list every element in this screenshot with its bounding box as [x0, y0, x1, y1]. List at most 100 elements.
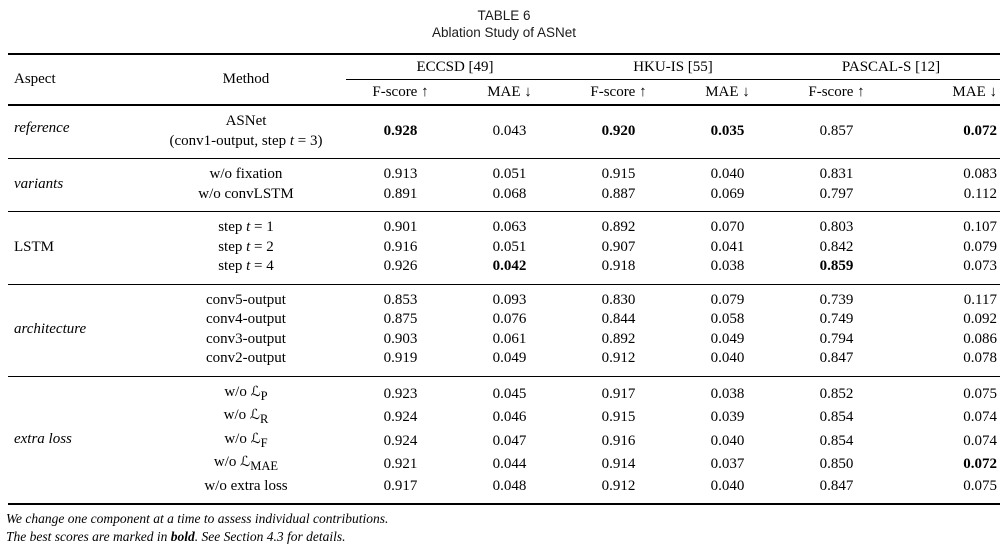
metric-value: 0.075 — [891, 376, 1000, 406]
method-label: w/o fixation — [146, 159, 346, 185]
method-label: step t = 1 — [146, 212, 346, 238]
metric-value: 0.083 — [891, 159, 1000, 185]
metric-value: 0.797 — [782, 185, 891, 212]
metric-value: 0.916 — [346, 238, 455, 258]
metric-value: 0.063 — [455, 212, 564, 238]
metric-value: 0.887 — [564, 185, 673, 212]
metric-value: 0.051 — [455, 159, 564, 185]
metric-value: 0.039 — [673, 406, 782, 430]
metric-value: 0.912 — [564, 477, 673, 505]
col-header-fscore-eccsd: F-score ↑ — [346, 80, 455, 106]
metric-value: 0.917 — [564, 376, 673, 406]
metric-value: 0.069 — [673, 185, 782, 212]
table-title: Ablation Study of ASNet — [0, 24, 1008, 41]
footnote-line: The best scores are marked in bold. See … — [6, 528, 1002, 545]
paper-page: { "title": { "line1": "TABLE 6", "line2"… — [0, 0, 1008, 531]
metric-value: 0.072 — [891, 453, 1000, 477]
col-group-eccsd: ECCSD [49] — [346, 54, 564, 80]
method-label: w/o ℒF — [146, 430, 346, 454]
table-footnotes: We change one component at a time to ass… — [6, 510, 1002, 545]
metric-value: 0.901 — [346, 212, 455, 238]
metric-value: 0.923 — [346, 376, 455, 406]
method-label: w/o ℒR — [146, 406, 346, 430]
method-label: conv5-output — [146, 284, 346, 310]
metric-value: 0.107 — [891, 212, 1000, 238]
metric-value: 0.844 — [564, 310, 673, 330]
col-header-mae-eccsd: MAE ↓ — [455, 80, 564, 106]
aspect-label: architecture — [8, 284, 146, 376]
method-label: step t = 4 — [146, 257, 346, 284]
metric-value: 0.842 — [782, 238, 891, 258]
aspect-label: variants — [8, 159, 146, 212]
metric-value: 0.794 — [782, 330, 891, 350]
metric-value: 0.073 — [891, 257, 1000, 284]
metric-value: 0.912 — [564, 349, 673, 376]
metric-value: 0.049 — [455, 349, 564, 376]
method-label: ASNet(conv1-output, step t = 3) — [146, 105, 346, 159]
metric-value: 0.918 — [564, 257, 673, 284]
metric-value: 0.852 — [782, 376, 891, 406]
metric-value: 0.037 — [673, 453, 782, 477]
metric-value: 0.093 — [455, 284, 564, 310]
col-header-fscore-hku-is: F-score ↑ — [564, 80, 673, 106]
metric-value: 0.854 — [782, 430, 891, 454]
metric-value: 0.040 — [673, 349, 782, 376]
metric-value: 0.049 — [673, 330, 782, 350]
metric-value: 0.891 — [346, 185, 455, 212]
method-label: conv4-output — [146, 310, 346, 330]
metric-value: 0.915 — [564, 159, 673, 185]
aspect-label: LSTM — [8, 212, 146, 285]
col-header-fscore-pascal-s: F-score ↑ — [782, 80, 891, 106]
metric-value: 0.045 — [455, 376, 564, 406]
metric-value: 0.078 — [891, 349, 1000, 376]
metric-value: 0.038 — [673, 376, 782, 406]
metric-value: 0.850 — [782, 453, 891, 477]
method-label: conv3-output — [146, 330, 346, 350]
metric-value: 0.859 — [782, 257, 891, 284]
method-label: w/o extra loss — [146, 477, 346, 505]
metric-value: 0.830 — [564, 284, 673, 310]
metric-value: 0.076 — [455, 310, 564, 330]
metric-value: 0.875 — [346, 310, 455, 330]
metric-value: 0.051 — [455, 238, 564, 258]
metric-value: 0.847 — [782, 477, 891, 505]
metric-value: 0.831 — [782, 159, 891, 185]
metric-value: 0.040 — [673, 159, 782, 185]
metric-value: 0.928 — [346, 105, 455, 159]
method-label: step t = 2 — [146, 238, 346, 258]
metric-value: 0.035 — [673, 105, 782, 159]
metric-value: 0.915 — [564, 406, 673, 430]
metric-value: 0.920 — [564, 105, 673, 159]
metric-value: 0.847 — [782, 349, 891, 376]
metric-value: 0.041 — [673, 238, 782, 258]
metric-value: 0.079 — [673, 284, 782, 310]
metric-value: 0.044 — [455, 453, 564, 477]
metric-value: 0.803 — [782, 212, 891, 238]
metric-value: 0.919 — [346, 349, 455, 376]
metric-value: 0.921 — [346, 453, 455, 477]
metric-value: 0.058 — [673, 310, 782, 330]
metric-value: 0.914 — [564, 453, 673, 477]
table-header: Aspect Method ECCSD [49] HKU-IS [55] PAS… — [8, 54, 1000, 105]
metric-value: 0.117 — [891, 284, 1000, 310]
metric-value: 0.075 — [891, 477, 1000, 505]
table-number: TABLE 6 — [0, 7, 1008, 24]
ablation-table: Aspect Method ECCSD [49] HKU-IS [55] PAS… — [8, 53, 1000, 505]
metric-value: 0.924 — [346, 406, 455, 430]
metric-value: 0.086 — [891, 330, 1000, 350]
metric-value: 0.112 — [891, 185, 1000, 212]
